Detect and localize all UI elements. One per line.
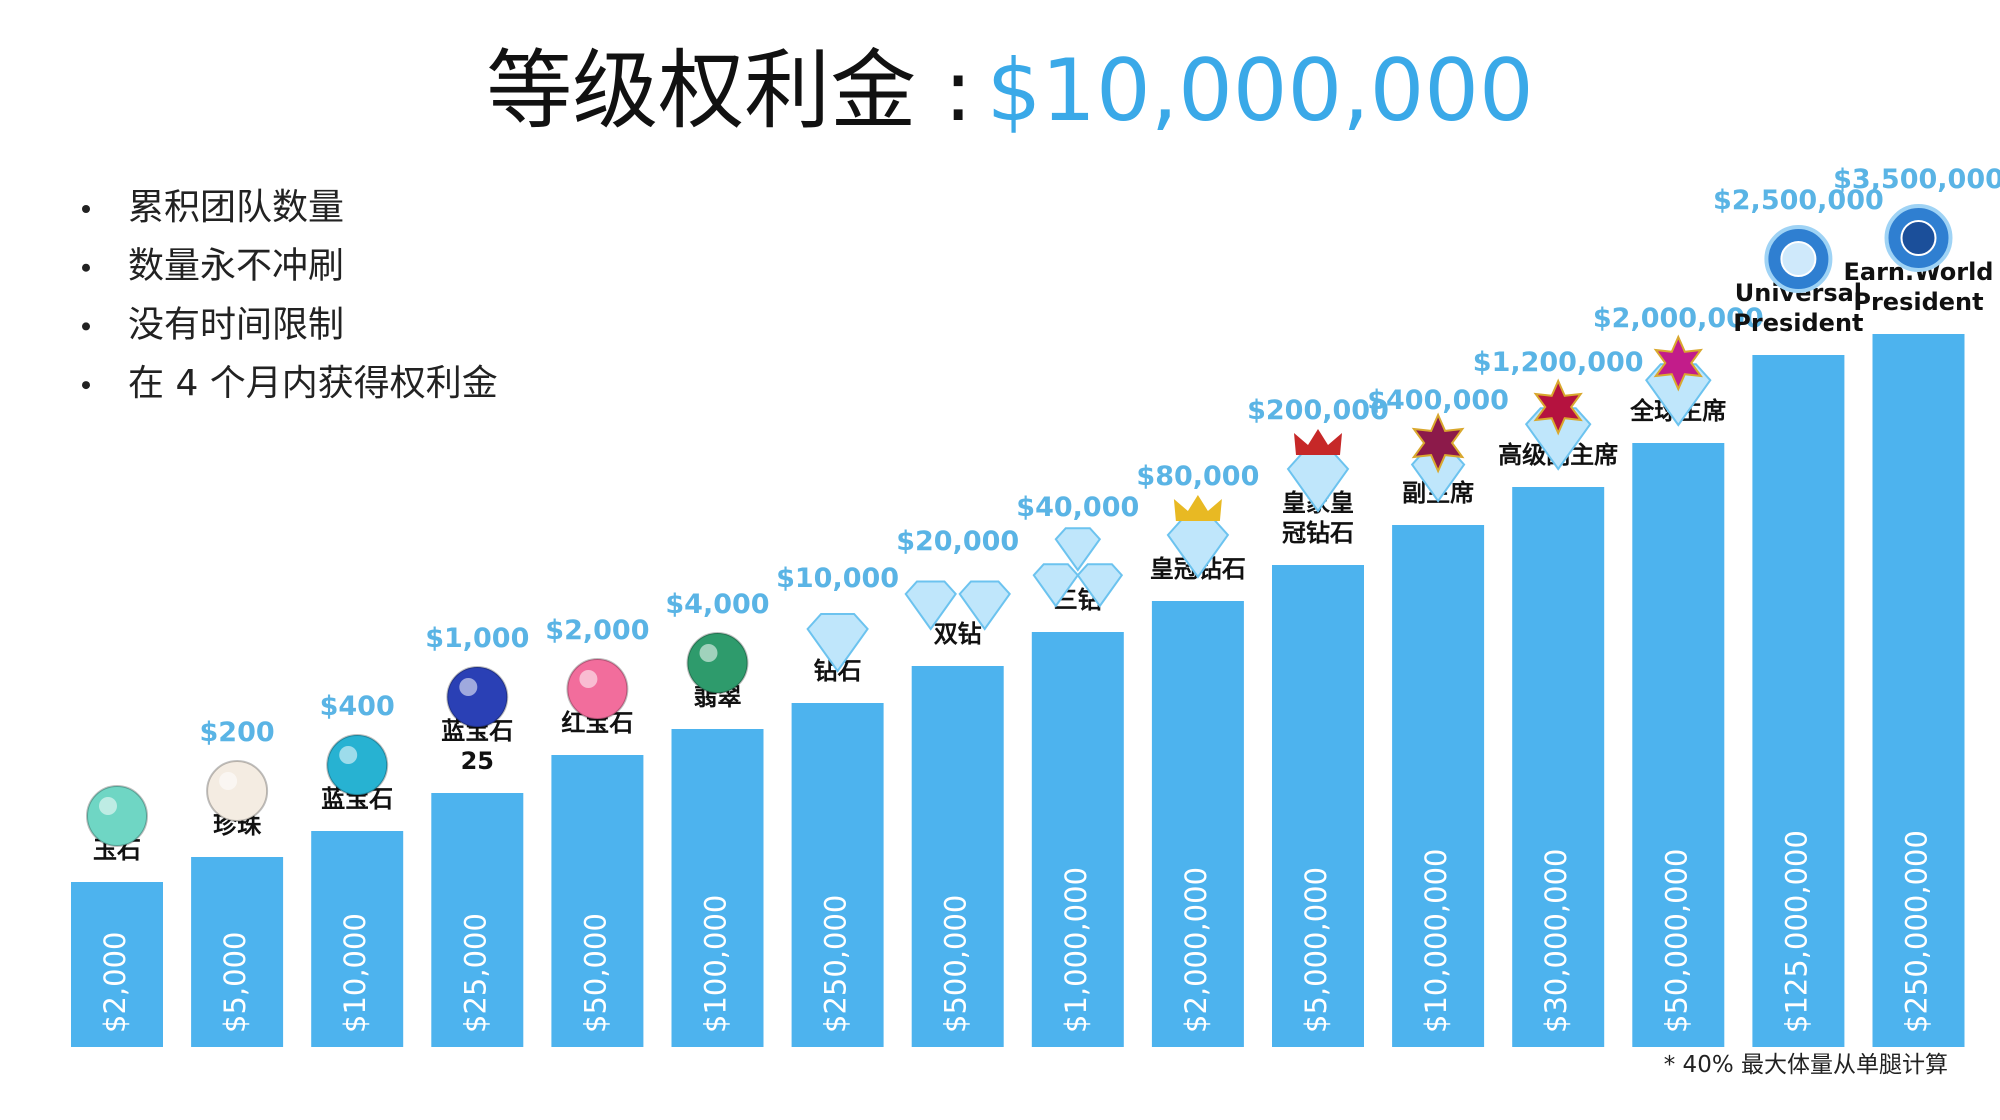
tier-reward: $3,500,000: [1833, 164, 2000, 195]
bar-volume: $250,000: [819, 895, 853, 1033]
bar: [1272, 565, 1364, 1047]
gem-icon: [1524, 407, 1592, 471]
bar: [311, 831, 404, 1047]
bar-volume: $50,000: [578, 913, 612, 1033]
gem-icon: [1286, 453, 1350, 513]
bar-volume: $50,000,000: [1659, 849, 1693, 1034]
bullet-dot: [82, 381, 90, 390]
bar: [791, 703, 884, 1047]
bar-volume: $10,000: [338, 913, 372, 1033]
bar: [1512, 487, 1605, 1047]
bar-volume: $1,000,000: [1059, 867, 1093, 1033]
bar-volume: $2,000: [98, 932, 132, 1033]
gem-icon: [446, 666, 509, 728]
tier-reward: $2,500,000: [1713, 185, 1884, 216]
gem-shine: [459, 678, 478, 696]
gem-icon: [904, 580, 957, 631]
bar: [1151, 601, 1244, 1047]
footnote: * 40% 最大体量从单腿计算: [1664, 1052, 1948, 1078]
bar: [1752, 355, 1845, 1047]
bar-volume: $25,000: [458, 913, 492, 1033]
tier-reward: $2,000,000: [1593, 303, 1764, 334]
tier-reward: $1,200,000: [1473, 347, 1644, 378]
gem-icon: [566, 658, 629, 720]
bar-volume: $100,000: [699, 895, 733, 1033]
bar: [71, 882, 163, 1047]
gem-shine: [219, 772, 238, 790]
tier-reward: $20,000: [896, 526, 1019, 557]
gem-shine: [699, 644, 718, 662]
bar: [671, 729, 764, 1047]
title: 等级权利金 : $10,000,000: [486, 41, 1533, 141]
bullet-text: 在 4 个月内获得权利金: [128, 363, 498, 404]
bar: [191, 857, 284, 1047]
gem-shine: [579, 670, 598, 688]
gem-icon: [1533, 378, 1583, 436]
tier-reward: $80,000: [1136, 461, 1259, 492]
gem-icon: [1294, 429, 1342, 455]
tier-name: 冠钻石: [1282, 519, 1354, 547]
tier-reward: $10,000: [776, 563, 899, 594]
gem-shine: [99, 797, 117, 815]
bar-volume: $2,000,000: [1179, 867, 1213, 1033]
bar: [431, 793, 524, 1047]
bar-volume: $500,000: [939, 895, 973, 1033]
tier-name: President: [1733, 309, 1863, 337]
bullet-dot: [82, 263, 90, 272]
gem-icon: [1645, 363, 1712, 427]
bar: [1632, 443, 1725, 1047]
tier-reward: $40,000: [1016, 492, 1139, 523]
bar-volume: $5,000: [218, 932, 252, 1033]
tier-reward: $400,000: [1367, 385, 1509, 416]
gem-inner: [1780, 241, 1817, 277]
bar: [911, 666, 1004, 1047]
bullet-text: 数量永不冲刷: [128, 246, 344, 287]
bar: [1031, 632, 1124, 1047]
tier-name: 双钻: [934, 620, 982, 648]
tier-name: President: [1853, 288, 1983, 316]
gem-icon: [1054, 527, 1102, 572]
gem-icon: [326, 734, 389, 796]
gem-icon: [1411, 412, 1465, 474]
gem-shine: [339, 746, 358, 764]
bar: [1872, 334, 1965, 1047]
gem-icon: [1076, 563, 1124, 608]
gem-icon: [206, 760, 269, 822]
bullet-dot: [82, 205, 90, 213]
tier-reward: $2,000: [545, 615, 649, 646]
tier-reward: $400: [320, 691, 395, 722]
gem-icon: [958, 580, 1011, 631]
bullet-text: 没有时间限制: [128, 304, 344, 345]
bar-volume: $125,000,000: [1779, 830, 1813, 1033]
tier-reward: $1,000: [425, 623, 529, 654]
bar-volume: $30,000,000: [1539, 849, 1573, 1034]
title-label: 等级权利金 :: [486, 41, 972, 141]
gem-inner: [1900, 220, 1937, 256]
gem-icon: [86, 785, 148, 847]
gem-icon: [686, 632, 749, 694]
bar-volume: $5,000,000: [1299, 867, 1333, 1033]
gem-icon: [1653, 334, 1703, 392]
gem-icon: [1032, 563, 1080, 608]
bar: [551, 755, 644, 1047]
tier-reward: $200,000: [1247, 395, 1389, 426]
bar: [1392, 525, 1485, 1047]
bullet-text: 累积团队数量: [128, 187, 344, 228]
title-amount: $10,000,000: [987, 41, 1534, 141]
tier-reward: $4,000: [665, 589, 769, 620]
gem-icon: [1166, 519, 1230, 579]
bullet-dot: [82, 322, 90, 331]
gem-icon: [806, 613, 869, 673]
bar-volume: $10,000,000: [1419, 849, 1453, 1034]
tier-reward: $200: [200, 717, 275, 748]
gem-icon: [1173, 495, 1222, 521]
bar-volume: $250,000,000: [1900, 830, 1934, 1033]
tier-name: 25: [461, 747, 494, 775]
